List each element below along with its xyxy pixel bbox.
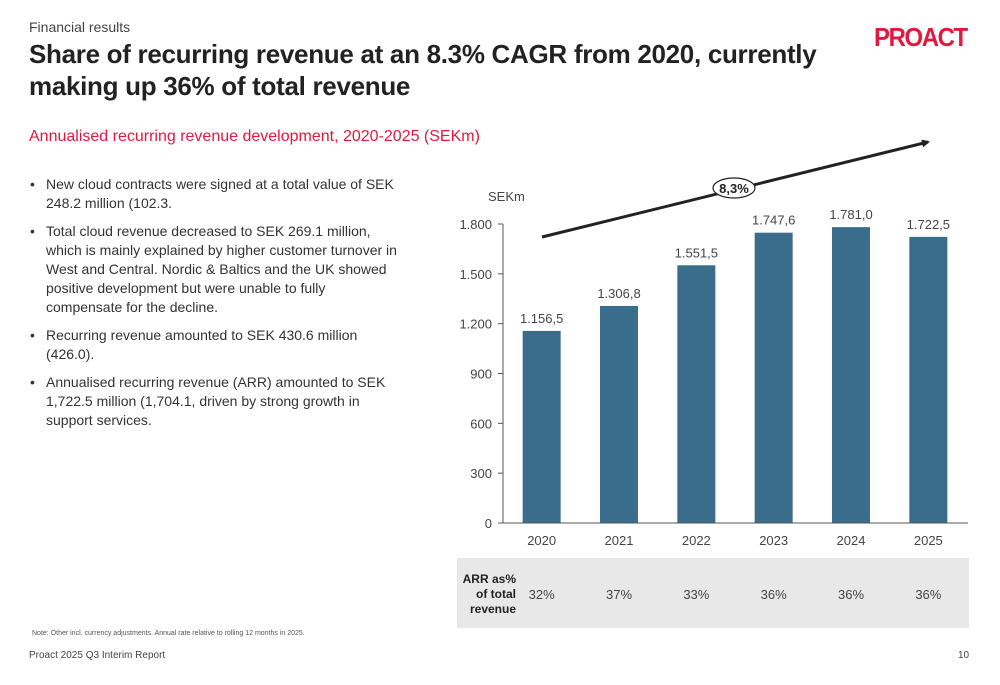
y-tick-label: 1.800 xyxy=(459,217,492,232)
row-label-line: of total xyxy=(476,587,516,601)
bullet-item: • Annualised recurring revenue (ARR) amou… xyxy=(30,373,400,430)
page-number: 10 xyxy=(958,650,970,661)
cagr-badge xyxy=(712,177,756,199)
bar-value-label: 1.781,0 xyxy=(829,207,872,222)
y-tick-label: 1.200 xyxy=(459,317,492,332)
x-tick-label: 2021 xyxy=(605,533,634,548)
bullet-dot-icon: • xyxy=(30,327,35,343)
y-tick-label: 0 xyxy=(485,516,492,531)
bar-2021 xyxy=(600,305,638,523)
arr-share-table: ARR as% of total revenue 32% 37% 33% 36% 36%… xyxy=(457,558,969,628)
page-title: Share of recurring revenue at an 8.3% CA… xyxy=(29,39,817,101)
arr-share-value: 37% xyxy=(605,587,633,602)
bar-2022 xyxy=(677,265,716,523)
x-axis: 2020 2021 2022 2023 2024 2025 xyxy=(498,522,968,548)
bullet-item: • New cloud contracts were signed at a to… xyxy=(30,175,400,213)
arr-share-value: 36% xyxy=(760,587,787,602)
bar-value-label: 1.156,5 xyxy=(520,311,563,326)
y-axis-unit-label: SEKm xyxy=(488,189,525,204)
arr-share-value: 36% xyxy=(837,587,865,602)
chart-subtitle: Annualised recurring revenue development… xyxy=(29,128,480,145)
bar-2025 xyxy=(909,236,948,524)
arr-share-value: 32% xyxy=(528,587,555,602)
row-label-line: ARR as% xyxy=(462,572,516,586)
bullet-text: New cloud contracts were signed at a tot… xyxy=(46,176,394,211)
bullet-text: Recurring revenue amounted to SEK 430.6 … xyxy=(46,327,358,362)
row-label-line: revenue xyxy=(469,602,516,616)
bar-2024 xyxy=(832,227,870,523)
y-tick-label: 1.500 xyxy=(459,267,492,282)
bar-value-label: 1.551,5 xyxy=(675,245,718,260)
bar-value-label: 1.306,8 xyxy=(597,286,640,301)
x-tick-label: 2025 xyxy=(914,533,943,548)
footnote: Note: Other incl. currency adjustments. … xyxy=(32,630,305,637)
arr-share-value: 36% xyxy=(915,587,942,602)
bullet-item: • Recurring revenue amounted to SEK 430.6… xyxy=(30,326,400,364)
bullet-item: • Total cloud revenue decreased to SEK 26… xyxy=(30,222,400,317)
bullet-text: Total cloud revenue decreased to SEK 269… xyxy=(46,223,397,315)
x-tick-label: 2020 xyxy=(527,533,556,548)
x-tick-label: 2022 xyxy=(682,533,711,548)
section-label: Financial results xyxy=(29,19,131,35)
y-tick-label: 600 xyxy=(470,416,492,431)
proact-logo: PROACT xyxy=(874,22,968,52)
report-name: Proact 2025 Q3 Interim Report xyxy=(29,650,166,661)
x-tick-label: 2023 xyxy=(759,533,788,548)
y-axis: 0 300 600 900 1.200 1.500 1.800 xyxy=(459,217,504,531)
bullet-list: • New cloud contracts were signed at a to… xyxy=(30,175,400,439)
arr-share-value: 33% xyxy=(683,587,710,602)
arr-share-row-label: ARR as% of total revenue xyxy=(457,572,516,617)
bullet-text: Annualised recurring revenue (ARR) amoun… xyxy=(46,374,386,428)
bar-value-label: 1.747,6 xyxy=(752,213,795,228)
bar-value-label: 1.722,5 xyxy=(907,217,950,232)
bar-2023 xyxy=(754,232,793,523)
cagr-trend: 8,3% xyxy=(541,139,930,239)
bullet-dot-icon: • xyxy=(30,374,35,390)
y-tick-label: 300 xyxy=(470,466,492,481)
x-tick-label: 2024 xyxy=(837,533,866,548)
cagr-badge-text: 8,3% xyxy=(719,181,749,196)
bar-2020 xyxy=(522,330,561,523)
bullet-dot-icon: • xyxy=(30,223,35,239)
bars: 1.156,5 1.306,8 1.551,5 1.747,6 1.781,0 1.722… xyxy=(520,207,950,524)
y-tick-label: 900 xyxy=(470,367,492,382)
bullet-dot-icon: • xyxy=(30,176,35,192)
